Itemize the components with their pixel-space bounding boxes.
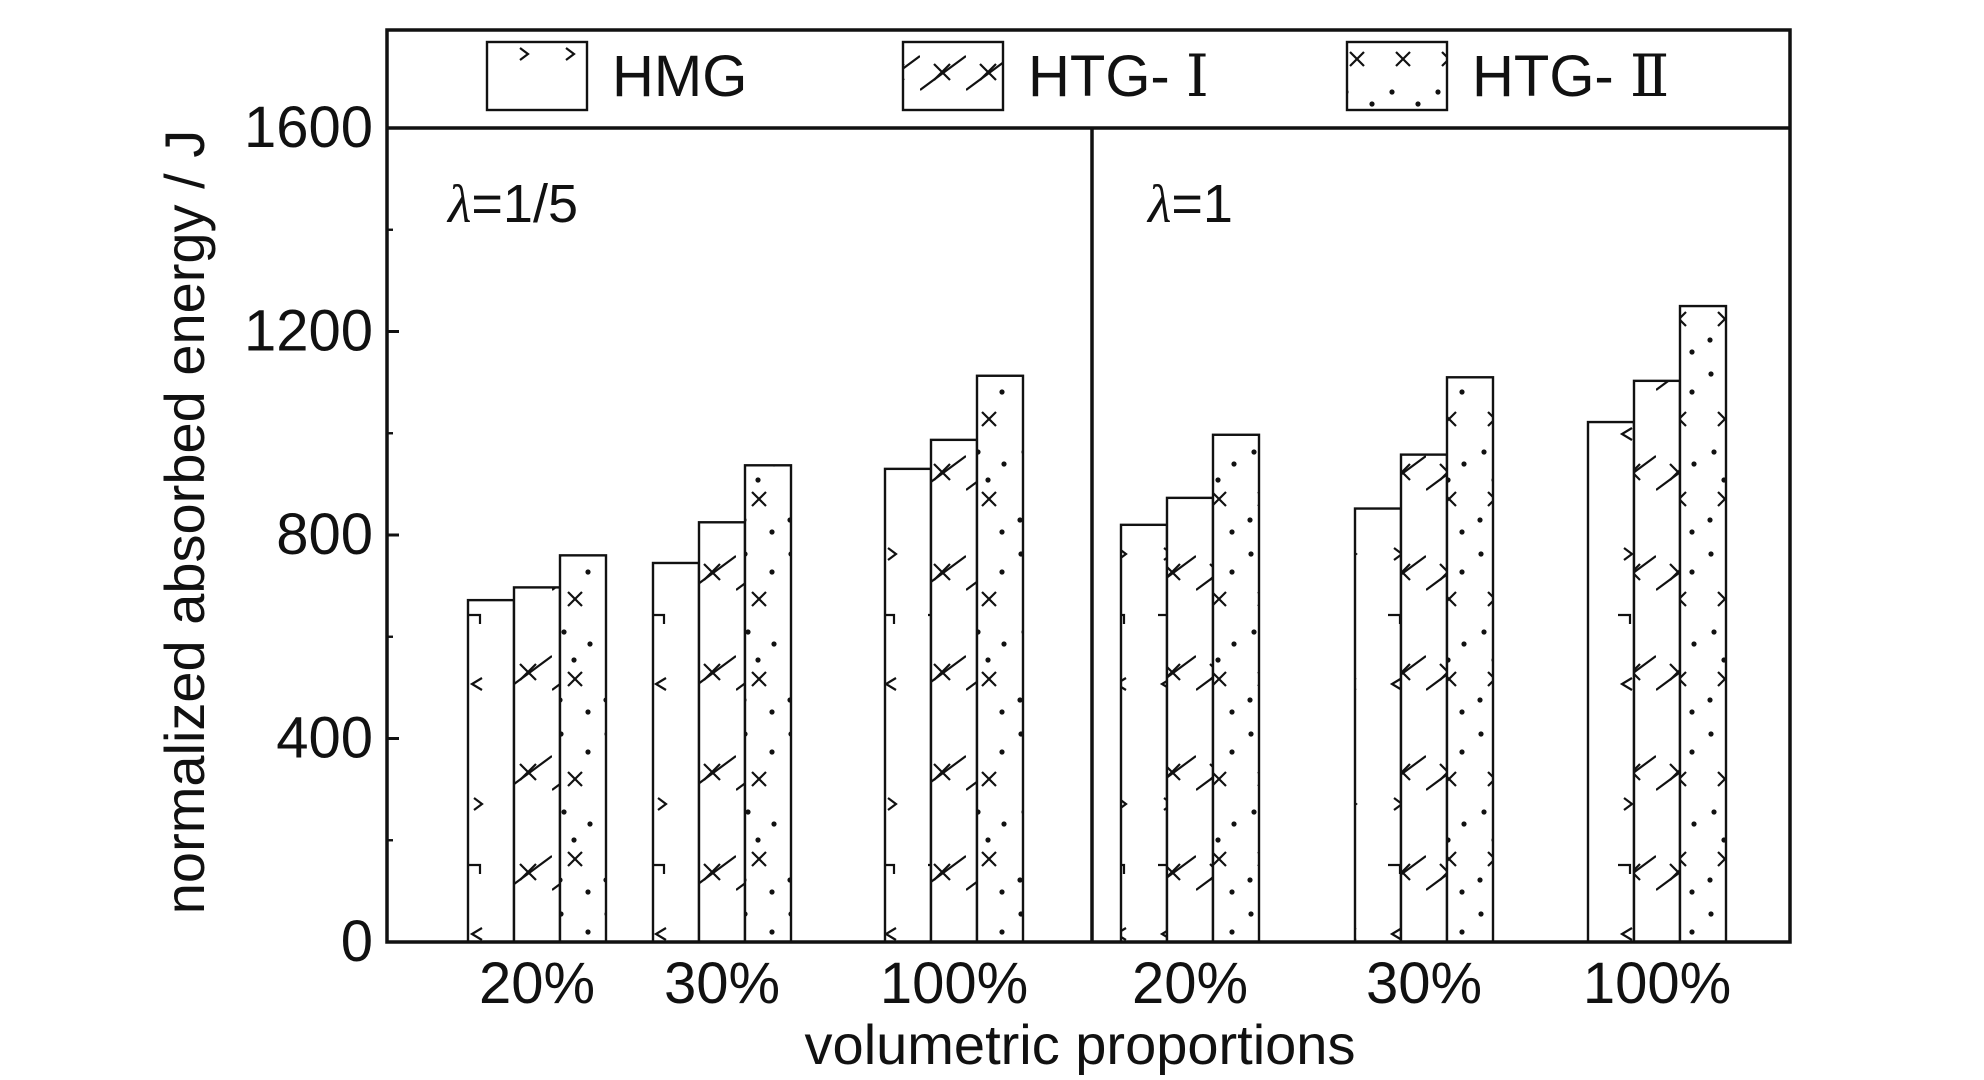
bar [1445, 376, 1495, 944]
x-tick-label: 100% [1583, 951, 1731, 1016]
bar [975, 374, 1025, 944]
y-tick-label: 0 [341, 909, 373, 974]
bar [1586, 420, 1636, 944]
x-tick-label: 20% [1132, 951, 1248, 1016]
y-tick-label: 400 [276, 706, 373, 771]
x-tick-label: 100% [880, 951, 1028, 1016]
y-axis-title: normalized absorbed energy / J [153, 130, 216, 914]
bar [743, 464, 793, 944]
legend-swatch [1345, 40, 1449, 112]
legend-label: HTG- Ⅰ [1028, 44, 1209, 109]
y-tick-label: 1200 [244, 299, 373, 364]
x-axis-ticks: 20% 30% 100% 20% 30% 100% [479, 951, 1731, 1016]
x-tick-label: 30% [1366, 951, 1482, 1016]
y-tick-label: 1600 [244, 95, 373, 160]
x-tick-label: 30% [664, 951, 780, 1016]
legend-swatch [485, 40, 589, 112]
bar [929, 438, 979, 944]
bars-layer [466, 304, 1728, 944]
plot-border [385, 28, 1792, 944]
bar [1119, 523, 1169, 944]
legend-item: HMG [485, 40, 747, 112]
bar [883, 467, 933, 944]
legend-label: HMG [612, 44, 747, 109]
panel-labels: λ=1/5 λ=1 [446, 174, 1233, 234]
legend-item: HTG- Ⅰ [901, 40, 1209, 112]
y-axis-ticks: 0 400 800 1200 1600 [244, 95, 399, 974]
bar [1678, 304, 1728, 944]
y-tick-label: 800 [276, 502, 373, 567]
x-tick-label: 20% [479, 951, 595, 1016]
legend-label: HTG- Ⅱ [1472, 44, 1669, 109]
x-axis-title: volumetric proportions [805, 1013, 1356, 1075]
bar [466, 598, 516, 944]
legend-swatch [901, 40, 1005, 112]
panel-label: λ=1 [1146, 174, 1233, 234]
bar [1211, 433, 1261, 944]
bar [558, 554, 608, 944]
legend: HMG HTG- Ⅰ HTG- Ⅱ [485, 40, 1669, 112]
panel-label: λ=1/5 [446, 174, 578, 234]
bar [1399, 453, 1449, 944]
bar [512, 586, 562, 944]
bar [1165, 496, 1215, 944]
bar [651, 561, 701, 944]
bar [1632, 379, 1682, 944]
bar [697, 521, 747, 944]
plot-frame [385, 28, 1792, 944]
legend-item: HTG- Ⅱ [1345, 40, 1669, 112]
bar [1353, 507, 1403, 944]
